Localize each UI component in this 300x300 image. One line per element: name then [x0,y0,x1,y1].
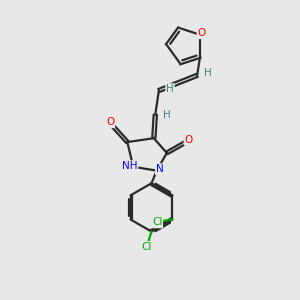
Text: O: O [197,28,206,38]
Text: NH: NH [122,161,137,171]
Text: O: O [184,135,193,145]
Text: N: N [156,164,164,174]
Text: H: H [205,68,212,78]
Text: H: H [166,84,174,94]
Text: H: H [163,110,170,120]
Text: O: O [106,117,114,127]
Text: Cl: Cl [152,218,162,227]
Text: Cl: Cl [142,242,152,252]
